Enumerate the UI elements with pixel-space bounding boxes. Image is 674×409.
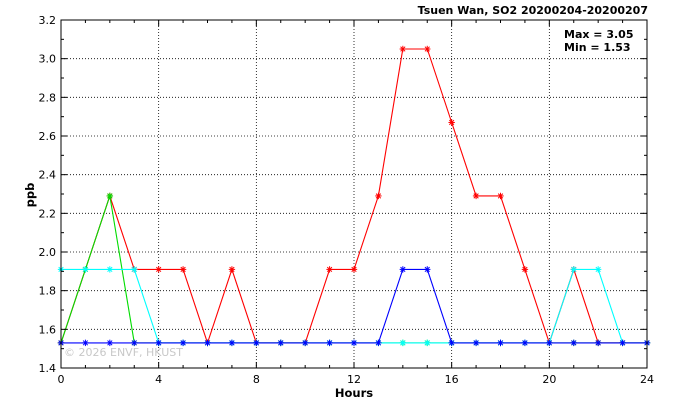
- data-point-marker: [106, 192, 114, 200]
- max-annotation: Max = 3.05: [564, 28, 633, 41]
- data-point-marker: [204, 339, 211, 347]
- data-point-marker: [424, 339, 431, 347]
- y-tick-label: 2.6: [39, 130, 57, 143]
- data-point-marker: [399, 45, 407, 53]
- data-point-marker: [301, 339, 309, 347]
- data-point-marker: [326, 266, 333, 273]
- data-point-marker: [179, 339, 187, 347]
- data-point-marker: [179, 266, 187, 273]
- data-point-marker: [131, 339, 138, 347]
- y-tick-label: 3.0: [39, 53, 57, 66]
- x-tick-label: 20: [542, 373, 556, 386]
- data-point-marker: [350, 266, 358, 273]
- y-tick-label: 2.4: [39, 169, 57, 182]
- data-point-marker: [106, 339, 114, 347]
- y-tick-label: 2.0: [39, 246, 57, 259]
- data-point-marker: [570, 339, 577, 347]
- y-tick-label: 3.2: [39, 14, 57, 27]
- y-tick-label: 1.4: [39, 362, 57, 375]
- data-point-marker: [521, 266, 529, 273]
- data-point-marker: [228, 266, 236, 273]
- data-point-marker: [472, 339, 480, 347]
- axis-ticks: 0 4 8 12 16 20 24 1.4 1.6 1.8 2.0 2.2 2.4 2.6 2.8 3.0 3.…: [39, 14, 655, 386]
- series-layer: [57, 45, 651, 347]
- y-tick-label: 2.2: [39, 207, 57, 220]
- data-point-marker: [448, 339, 455, 347]
- data-point-marker: [594, 339, 602, 347]
- data-point-marker: [521, 339, 529, 347]
- x-tick-label: 24: [640, 373, 654, 386]
- data-point-marker: [253, 339, 260, 347]
- data-point-marker: [277, 339, 284, 347]
- grid-lines: [61, 20, 647, 368]
- chart-title: Tsuen Wan, SO2 20200204-20200207: [418, 4, 648, 17]
- data-point-marker: [424, 266, 431, 273]
- data-point-marker: [326, 339, 333, 347]
- y-tick-label: 1.8: [39, 285, 57, 298]
- data-point-marker: [399, 266, 407, 273]
- y-tick-label: 2.8: [39, 91, 57, 104]
- data-point-marker: [619, 339, 626, 347]
- data-point-marker: [82, 266, 89, 273]
- x-tick-label: 0: [58, 373, 65, 386]
- x-tick-label: 4: [155, 373, 162, 386]
- data-point-marker: [375, 339, 382, 347]
- data-point-marker: [497, 339, 504, 347]
- y-axis-title: ppb: [23, 183, 37, 208]
- data-point-marker: [131, 266, 138, 273]
- data-point-marker: [497, 192, 504, 200]
- data-point-marker: [546, 339, 553, 347]
- data-point-marker: [472, 192, 480, 200]
- data-point-marker: [448, 119, 455, 126]
- series-group: [57, 266, 651, 347]
- x-axis-title: Hours: [335, 386, 373, 400]
- min-annotation: Min = 1.53: [564, 41, 631, 54]
- data-point-marker: [155, 339, 162, 347]
- data-point-marker: [399, 339, 407, 347]
- copyright-watermark: © 2026 ENVF, HKUST: [64, 346, 183, 359]
- data-point-marker: [594, 266, 602, 273]
- y-tick-label: 1.6: [39, 323, 57, 336]
- data-point-marker: [375, 192, 382, 200]
- data-point-marker: [350, 339, 358, 347]
- data-point-marker: [228, 339, 236, 347]
- data-point-marker: [155, 266, 162, 273]
- x-tick-label: 8: [253, 373, 260, 386]
- x-tick-label: 16: [445, 373, 459, 386]
- data-point-marker: [570, 266, 577, 273]
- x-tick-label: 12: [347, 373, 361, 386]
- data-point-marker: [424, 45, 431, 53]
- data-point-marker: [106, 266, 114, 273]
- data-point-marker: [82, 339, 89, 347]
